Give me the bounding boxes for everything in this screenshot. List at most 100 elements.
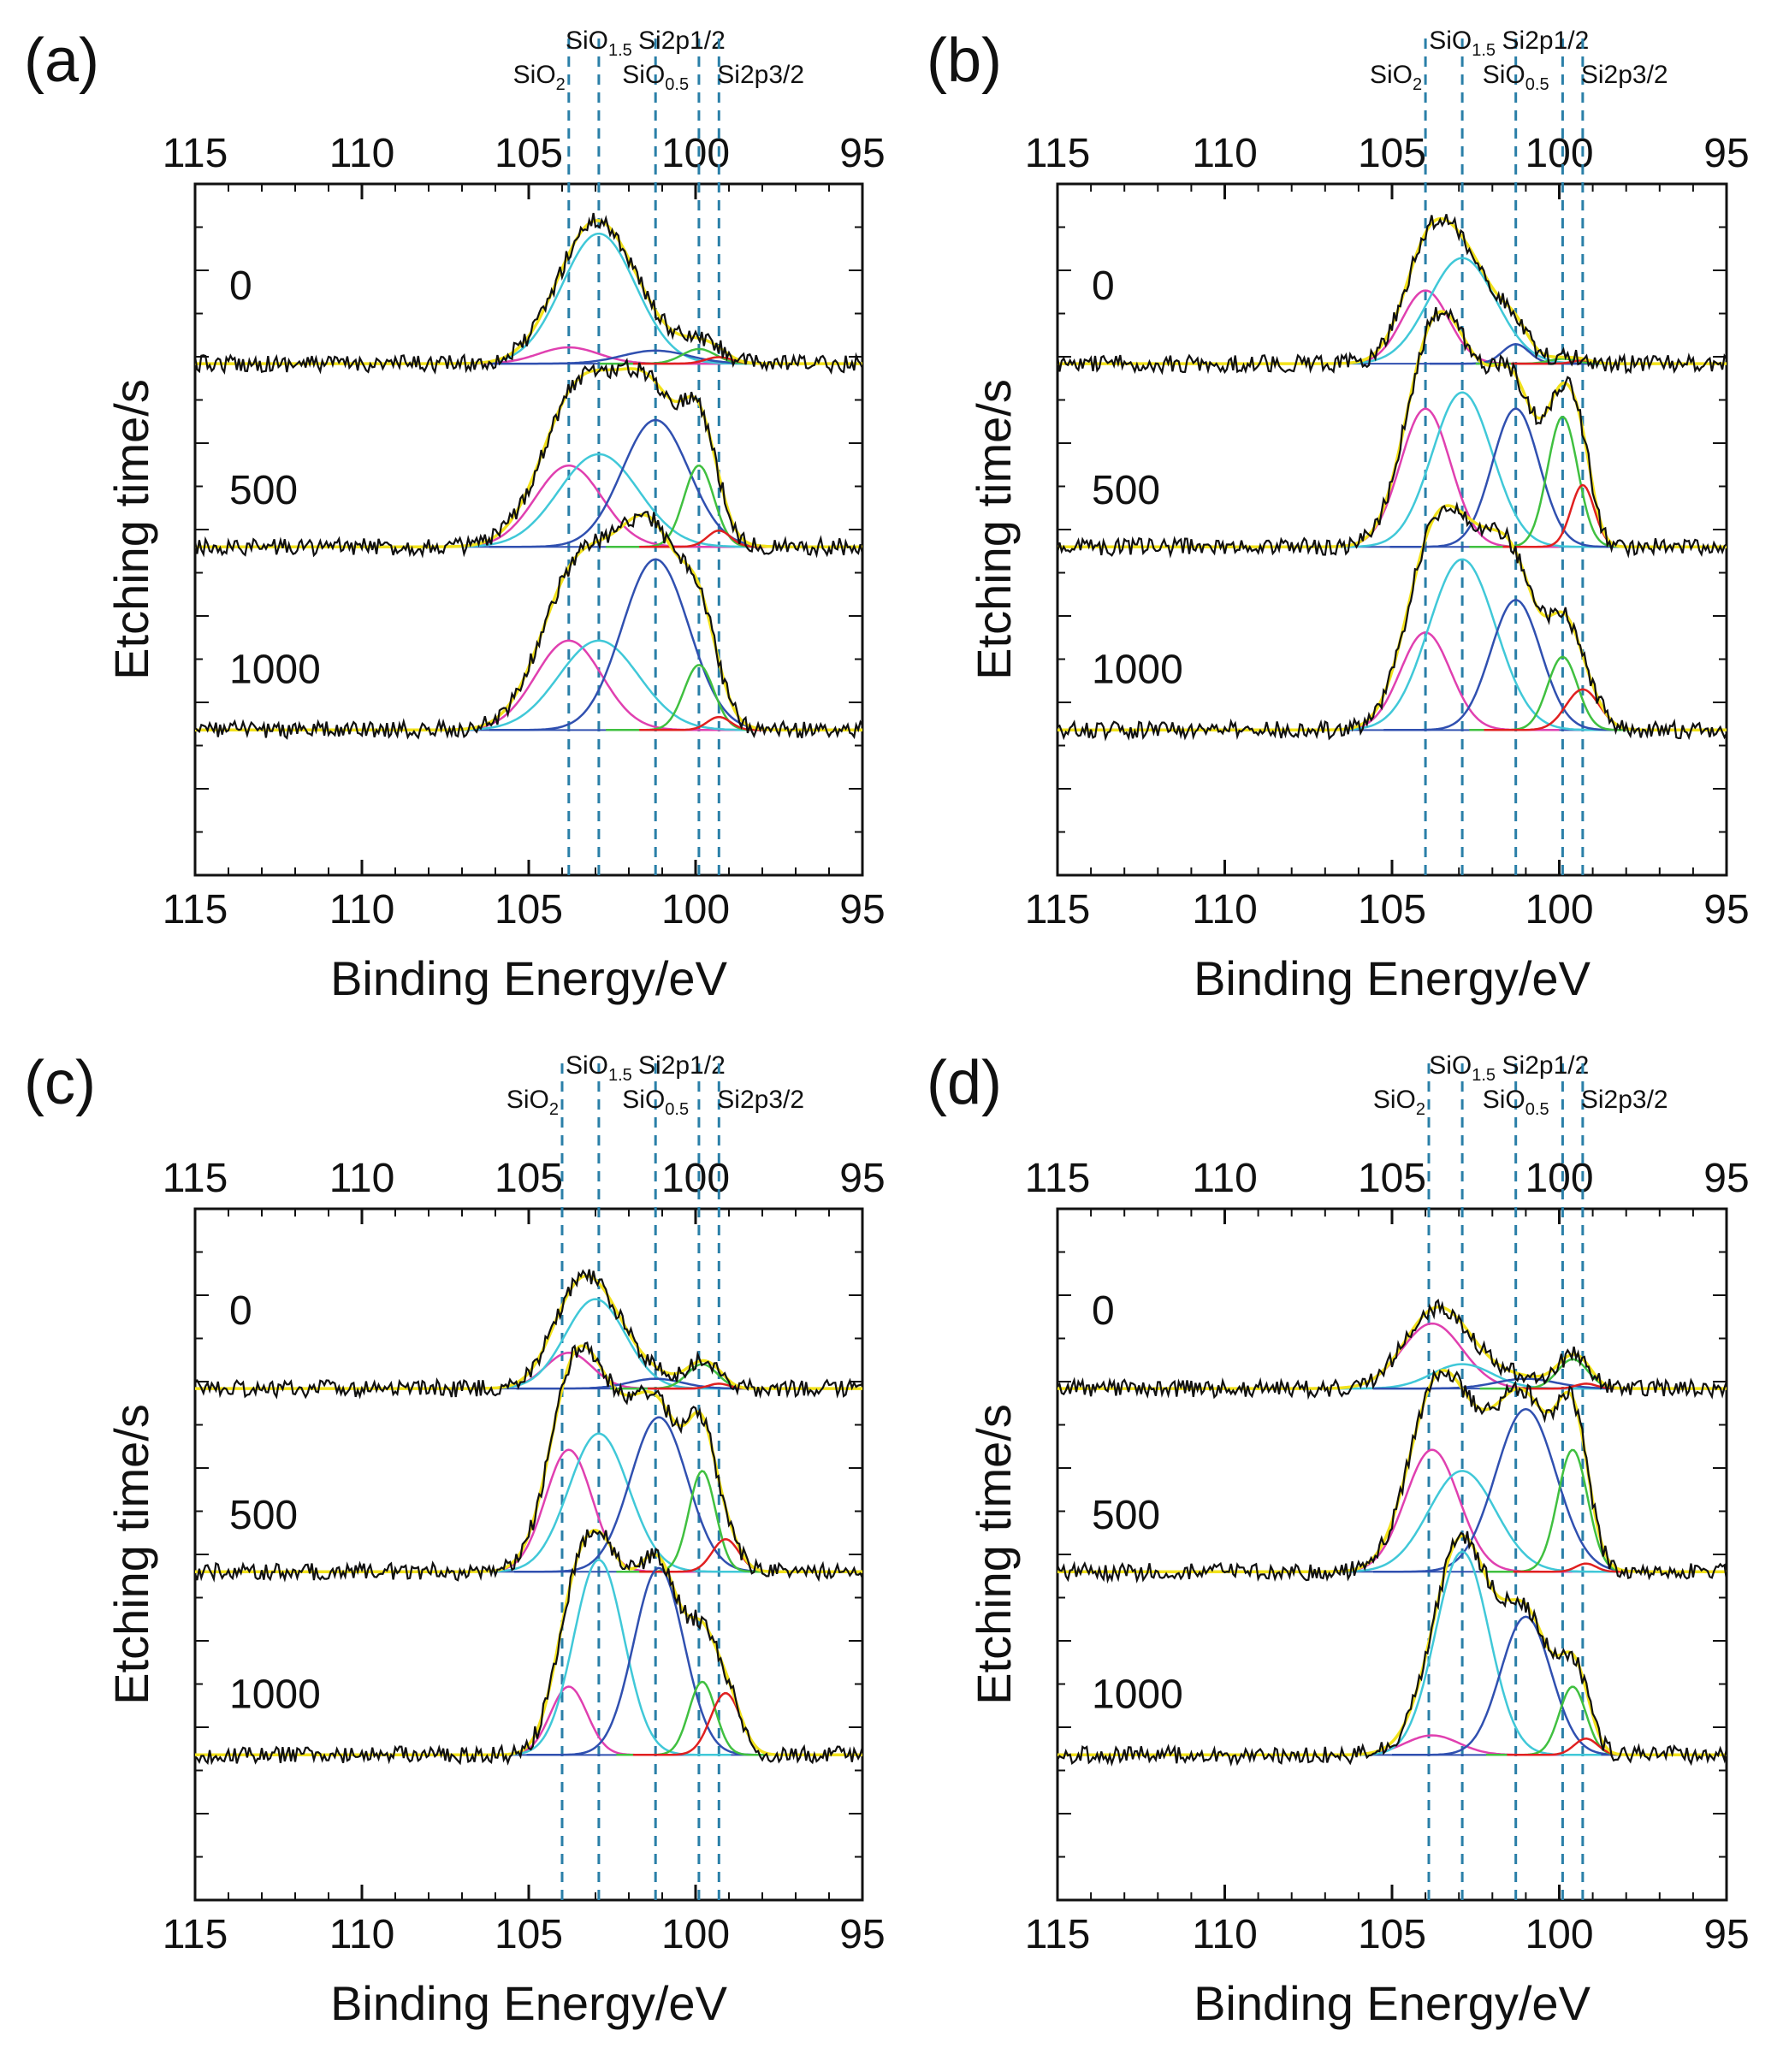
x-tick-label-top: 105 bbox=[495, 131, 563, 176]
component-si2p12-curve bbox=[1479, 1448, 1667, 1573]
x-tick-label-bottom: 95 bbox=[1703, 887, 1749, 932]
component-sio05-curve bbox=[513, 1416, 804, 1573]
component-sio2-curve bbox=[1294, 1734, 1573, 1756]
reference-label: SiO2 bbox=[1373, 1086, 1425, 1119]
raw-data-curve bbox=[194, 1529, 864, 1766]
spectrum-0: 0 bbox=[193, 212, 864, 375]
x-tick-label-bottom: 115 bbox=[163, 1912, 228, 1957]
x-tick-label-bottom: 95 bbox=[839, 1912, 885, 1957]
panel-label: (c) bbox=[24, 1049, 96, 1117]
raw-data-curve bbox=[1056, 307, 1727, 559]
reference-label: Si2p1/2 bbox=[638, 27, 726, 55]
reference-label: SiO2 bbox=[1370, 61, 1422, 94]
raw-data-curve bbox=[1057, 500, 1727, 742]
x-axis-label: Binding Energy/eV bbox=[330, 1976, 728, 2030]
raw-data-curve bbox=[193, 358, 864, 559]
x-tick-label-top: 110 bbox=[329, 1156, 395, 1201]
x-tick-label-top: 110 bbox=[329, 131, 395, 176]
y-axis-label: Etching time/s bbox=[967, 379, 1021, 680]
component-sio2-curve bbox=[1291, 631, 1560, 731]
etching-time-label: 0 bbox=[229, 263, 252, 309]
component-sio05-curve bbox=[1389, 407, 1644, 548]
x-axis-label: Binding Energy/eV bbox=[1194, 951, 1591, 1005]
x-tick-label-bottom: 110 bbox=[329, 1912, 395, 1957]
x-tick-label-top: 95 bbox=[839, 131, 885, 176]
x-tick-label-bottom: 100 bbox=[1525, 1912, 1593, 1957]
etching-time-label: 500 bbox=[1092, 468, 1160, 513]
component-sio05-curve bbox=[1392, 1615, 1660, 1756]
x-tick-label-bottom: 100 bbox=[661, 887, 730, 932]
plot-frame bbox=[193, 1207, 864, 1902]
component-sio05-curve bbox=[1383, 599, 1650, 731]
x-tick-label-bottom: 115 bbox=[163, 887, 228, 932]
x-tick-label-top: 115 bbox=[163, 1156, 228, 1201]
y-axis-label: Etching time/s bbox=[104, 1404, 158, 1705]
x-tick-label-bottom: 105 bbox=[495, 887, 563, 932]
component-si2p12-curve bbox=[616, 1680, 788, 1756]
spectrum-500: 500 bbox=[193, 1341, 864, 1583]
x-tick-label-top: 95 bbox=[839, 1156, 885, 1201]
x-tick-label-top: 95 bbox=[1703, 131, 1749, 176]
x-tick-label-bottom: 95 bbox=[1703, 1912, 1749, 1957]
etching-time-label: 500 bbox=[1092, 1493, 1160, 1538]
x-tick-label-top: 105 bbox=[1358, 1156, 1426, 1201]
raw-data-curve bbox=[1057, 1530, 1728, 1767]
etching-time-label: 0 bbox=[1092, 263, 1115, 309]
x-tick-label-bottom: 100 bbox=[661, 1912, 730, 1957]
reference-label: SiO2 bbox=[506, 1086, 559, 1119]
reference-label: Si2p1/2 bbox=[638, 1051, 726, 1080]
raw-data-curve bbox=[1056, 214, 1727, 376]
etching-time-label: 0 bbox=[229, 1288, 252, 1334]
component-sio05-curve bbox=[1373, 1407, 1679, 1573]
x-tick-label-top: 105 bbox=[1358, 131, 1426, 176]
reference-label: Si2p1/2 bbox=[1502, 27, 1590, 55]
etching-time-label: 1000 bbox=[1092, 1672, 1183, 1717]
x-tick-label-top: 105 bbox=[495, 1156, 563, 1201]
x-tick-label-bottom: 110 bbox=[1192, 1912, 1258, 1957]
fit-envelope-curve bbox=[1057, 1534, 1727, 1757]
x-axis-label: Binding Energy/eV bbox=[1194, 1976, 1591, 2030]
raw-data-curve bbox=[194, 1269, 863, 1400]
etching-time-label: 1000 bbox=[229, 1672, 321, 1717]
x-tick-label-bottom: 115 bbox=[1025, 1912, 1091, 1957]
spectrum-500: 500 bbox=[193, 358, 864, 559]
x-tick-label-bottom: 110 bbox=[1192, 887, 1258, 932]
reference-label: Si2p3/2 bbox=[717, 1086, 804, 1114]
raw-data-curve bbox=[194, 511, 863, 740]
x-tick-label-bottom: 95 bbox=[839, 887, 885, 932]
x-tick-label-top: 115 bbox=[163, 131, 228, 176]
component-sio15-curve bbox=[443, 1298, 748, 1390]
fit-envelope-curve bbox=[195, 367, 862, 548]
spectrum-1000: 1000 bbox=[1057, 1530, 1728, 1767]
fit-envelope-curve bbox=[1057, 1305, 1727, 1390]
spectrum-0: 0 bbox=[194, 1269, 863, 1400]
fit-envelope-curve bbox=[1057, 504, 1727, 732]
plot-frame bbox=[193, 182, 864, 877]
plot-frame bbox=[1056, 1207, 1728, 1902]
reference-label: SiO1.5 bbox=[1429, 1051, 1496, 1085]
x-tick-label-top: 110 bbox=[1192, 1156, 1258, 1201]
etching-time-label: 500 bbox=[229, 1493, 298, 1538]
y-axis-label: Etching time/s bbox=[104, 379, 158, 680]
etching-time-label: 1000 bbox=[229, 647, 321, 692]
x-tick-label-bottom: 115 bbox=[1025, 887, 1091, 932]
x-axis-label: Binding Energy/eV bbox=[330, 951, 728, 1005]
panel-label: (d) bbox=[927, 1049, 1002, 1117]
component-sio2-curve bbox=[1294, 1448, 1573, 1573]
plot-frame bbox=[1056, 182, 1728, 877]
reference-label: SiO0.5 bbox=[1483, 1086, 1549, 1119]
x-tick-label-bottom: 100 bbox=[1525, 887, 1593, 932]
component-si2p12-curve bbox=[610, 1363, 796, 1390]
etching-time-label: 500 bbox=[229, 468, 298, 513]
y-axis-label: Etching time/s bbox=[967, 1404, 1021, 1705]
reference-label: SiO1.5 bbox=[566, 1051, 632, 1085]
etching-time-label: 1000 bbox=[1092, 647, 1183, 692]
x-tick-label-bottom: 105 bbox=[1358, 887, 1426, 932]
component-sio2-curve bbox=[464, 1685, 675, 1756]
reference-label: SiO2 bbox=[513, 61, 566, 94]
